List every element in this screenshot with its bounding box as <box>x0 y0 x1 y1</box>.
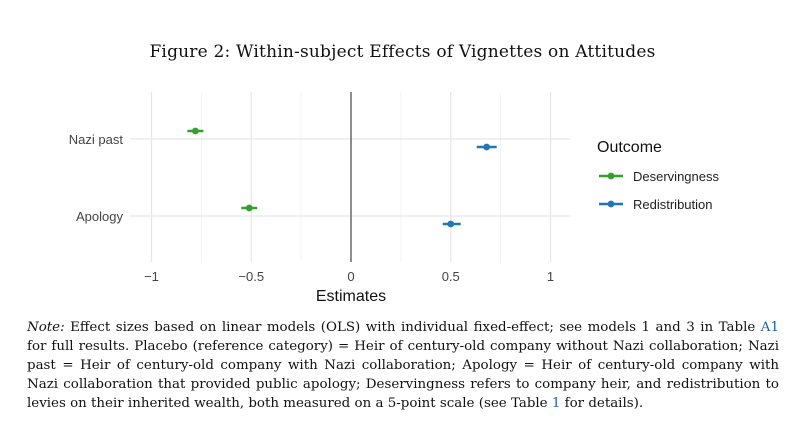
x-tick-label: 0 <box>347 269 354 284</box>
legend-key-point <box>607 200 615 208</box>
figure-note: Note: Effect sizes based on linear model… <box>27 318 779 413</box>
x-tick-label: −1 <box>144 269 159 284</box>
grid <box>130 92 570 262</box>
legend-title: Outcome <box>597 139 662 156</box>
estimate-point <box>245 204 253 212</box>
data-series <box>187 127 497 228</box>
legend-items: Deservingness Redistribution <box>599 169 719 212</box>
series-redistribution <box>442 143 497 228</box>
legend: Outcome Deservingness Redistribution <box>597 139 719 212</box>
figure-title: Figure 2: Within-subject Effects of Vign… <box>149 42 656 62</box>
x-tick-labels: −1 −0.5 0 0.5 1 <box>144 269 554 284</box>
x-tick-label: −0.5 <box>238 269 264 284</box>
estimate-point <box>191 127 199 135</box>
legend-label: Deservingness <box>633 169 719 184</box>
note-text-2: for full results. Placebo (reference cat… <box>27 339 779 411</box>
legend-item-redistribution: Redistribution <box>599 197 713 212</box>
legend-key-point <box>607 172 615 180</box>
estimate-point <box>447 220 455 228</box>
x-axis-label: Estimates <box>316 288 386 305</box>
note-text-3: for details). <box>560 396 644 411</box>
series-deservingness <box>187 127 258 212</box>
y-tick-label: Apology <box>76 209 123 224</box>
x-tick-label: 0.5 <box>442 269 460 284</box>
legend-label: Redistribution <box>633 197 713 212</box>
coefficient-plot: Nazi past Apology −1 −0.5 0 0.5 1 Estimates O… <box>69 92 719 305</box>
table-1-link[interactable]: 1 <box>551 396 561 411</box>
legend-item-deservingness: Deservingness <box>599 169 719 184</box>
x-tick-label: 1 <box>547 269 554 284</box>
estimate-point <box>483 143 491 151</box>
note-label: Note: <box>27 320 65 335</box>
y-tick-label: Nazi past <box>69 132 124 147</box>
y-tick-labels: Nazi past Apology <box>69 132 124 224</box>
table-a1-link[interactable]: A1 <box>760 320 779 335</box>
note-text-1: Effect sizes based on linear models (OLS… <box>64 320 761 335</box>
